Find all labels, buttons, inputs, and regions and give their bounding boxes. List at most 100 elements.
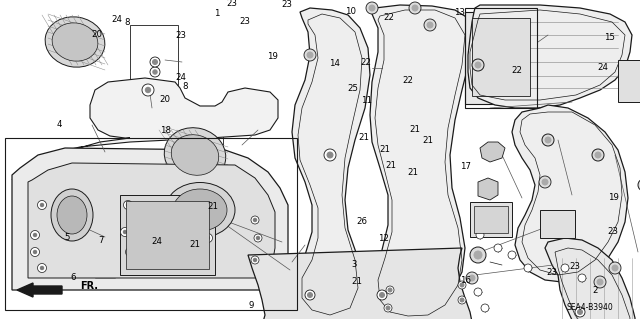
Circle shape xyxy=(125,248,134,256)
Polygon shape xyxy=(12,78,278,180)
Circle shape xyxy=(595,152,601,158)
Circle shape xyxy=(206,236,210,240)
Text: 1: 1 xyxy=(214,9,219,18)
Circle shape xyxy=(539,176,551,188)
Text: 26: 26 xyxy=(356,217,367,226)
Text: 13: 13 xyxy=(454,8,465,17)
Circle shape xyxy=(40,266,44,270)
Text: 10: 10 xyxy=(345,7,356,16)
Bar xyxy=(126,201,209,269)
Polygon shape xyxy=(12,148,288,290)
Text: 21: 21 xyxy=(409,125,420,134)
Circle shape xyxy=(304,49,316,61)
Circle shape xyxy=(409,2,421,14)
Text: 20: 20 xyxy=(159,95,171,104)
Circle shape xyxy=(472,59,484,71)
Circle shape xyxy=(427,22,433,28)
Polygon shape xyxy=(478,178,498,200)
Circle shape xyxy=(388,288,392,292)
Circle shape xyxy=(577,309,582,315)
Text: 17: 17 xyxy=(460,162,472,171)
Circle shape xyxy=(307,293,312,298)
Text: 21: 21 xyxy=(385,161,396,170)
Polygon shape xyxy=(370,5,472,319)
Circle shape xyxy=(38,201,47,210)
Circle shape xyxy=(424,19,436,31)
Circle shape xyxy=(458,296,466,304)
Circle shape xyxy=(460,298,464,302)
Circle shape xyxy=(384,304,392,312)
Bar xyxy=(618,60,640,102)
Text: 23: 23 xyxy=(175,31,186,40)
Circle shape xyxy=(152,60,157,64)
Circle shape xyxy=(561,264,569,272)
Circle shape xyxy=(150,57,160,67)
Circle shape xyxy=(253,218,257,222)
Text: 24: 24 xyxy=(597,63,609,72)
Ellipse shape xyxy=(52,23,98,61)
Circle shape xyxy=(386,286,394,294)
Circle shape xyxy=(31,231,40,240)
Text: 21: 21 xyxy=(351,277,363,286)
Text: 23: 23 xyxy=(226,0,237,8)
Text: 23: 23 xyxy=(546,268,557,277)
Ellipse shape xyxy=(164,128,226,182)
Circle shape xyxy=(481,304,489,312)
Circle shape xyxy=(40,203,44,207)
Circle shape xyxy=(592,149,604,161)
Text: 22: 22 xyxy=(403,76,414,85)
Circle shape xyxy=(120,227,129,236)
Circle shape xyxy=(150,67,160,77)
Text: 9: 9 xyxy=(248,301,253,310)
Circle shape xyxy=(578,274,586,282)
Circle shape xyxy=(128,250,132,254)
Text: 8: 8 xyxy=(124,18,129,27)
Circle shape xyxy=(475,62,481,68)
Circle shape xyxy=(254,234,262,242)
Text: 20: 20 xyxy=(92,30,103,39)
Circle shape xyxy=(624,75,634,85)
Ellipse shape xyxy=(57,196,87,234)
Circle shape xyxy=(638,179,640,191)
Circle shape xyxy=(494,244,502,252)
Text: SEA4-B3940: SEA4-B3940 xyxy=(566,303,613,313)
Circle shape xyxy=(460,283,464,287)
Circle shape xyxy=(251,216,259,224)
Text: 7: 7 xyxy=(99,236,104,245)
Circle shape xyxy=(545,137,551,143)
Text: 11: 11 xyxy=(360,96,372,105)
Text: 4: 4 xyxy=(56,120,61,129)
Text: 23: 23 xyxy=(607,227,619,236)
Bar xyxy=(470,202,512,237)
Circle shape xyxy=(469,275,475,281)
Text: 22: 22 xyxy=(383,13,395,22)
Text: 24: 24 xyxy=(175,73,186,82)
Circle shape xyxy=(152,70,157,75)
Circle shape xyxy=(508,251,516,259)
Text: 25: 25 xyxy=(348,84,359,93)
Text: 21: 21 xyxy=(207,202,218,211)
Text: 23: 23 xyxy=(239,17,250,26)
Text: 19: 19 xyxy=(267,52,277,61)
Text: 14: 14 xyxy=(328,59,340,68)
Text: 12: 12 xyxy=(378,234,390,243)
Text: 21: 21 xyxy=(358,133,369,142)
Text: 22: 22 xyxy=(360,58,372,67)
Text: 23: 23 xyxy=(569,262,580,271)
Text: 5: 5 xyxy=(65,233,70,242)
Polygon shape xyxy=(545,238,635,319)
Circle shape xyxy=(204,234,212,242)
Circle shape xyxy=(305,290,315,300)
Circle shape xyxy=(386,306,390,310)
Circle shape xyxy=(377,290,387,300)
Bar xyxy=(465,8,537,108)
Circle shape xyxy=(251,256,259,264)
Circle shape xyxy=(627,78,632,83)
Circle shape xyxy=(594,276,606,288)
Bar xyxy=(168,115,223,180)
Circle shape xyxy=(366,2,378,14)
Text: 3: 3 xyxy=(351,260,356,269)
Polygon shape xyxy=(480,142,505,162)
Ellipse shape xyxy=(51,189,93,241)
Circle shape xyxy=(33,233,37,237)
